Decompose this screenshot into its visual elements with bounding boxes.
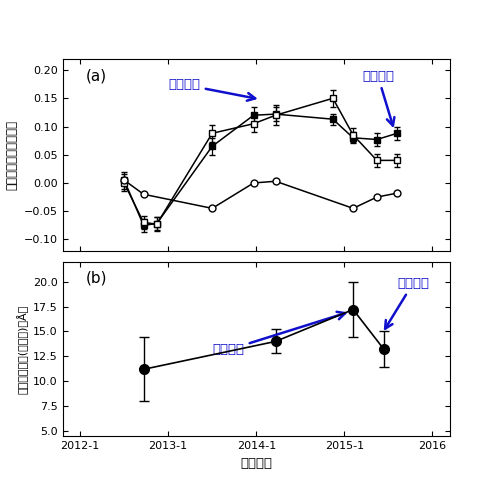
Text: (a): (a) [86,69,107,83]
X-axis label: 西暦－月: 西暦－月 [240,457,272,469]
Text: 増加傍向: 増加傍向 [212,312,345,356]
Text: 減光傍向: 減光傍向 [168,78,255,101]
Y-axis label: 明るさの変化［等級］: 明るさの変化［等級］ [5,120,18,190]
Y-axis label: 吸収線の強さ(等価幅)［Å］: 吸収線の強さ(等価幅)［Å］ [16,304,28,393]
Text: (b): (b) [86,270,107,285]
Text: 減少傍向: 減少傍向 [385,276,429,329]
Text: 増光傍向: 増光傍向 [362,70,394,126]
